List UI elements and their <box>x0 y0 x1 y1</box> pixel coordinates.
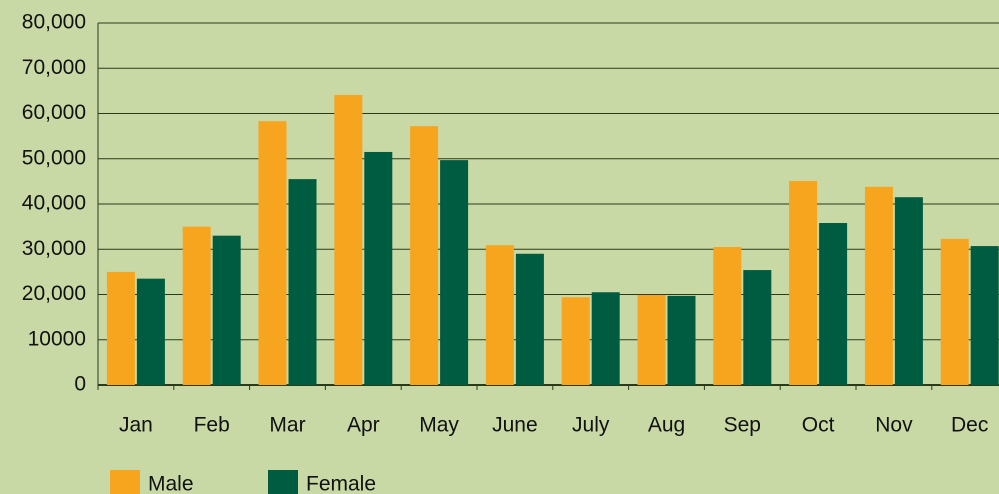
bar <box>440 160 469 385</box>
x-tick-label: Apr <box>347 414 380 437</box>
bar <box>288 179 317 385</box>
y-tick-label: 50,000 <box>22 146 86 169</box>
bar <box>485 245 514 385</box>
y-tick-label: 0 <box>74 373 86 396</box>
x-tick-label: Feb <box>194 414 230 437</box>
legend-label: Male <box>148 473 194 494</box>
legend-label: Female <box>306 473 376 494</box>
x-tick-label: Aug <box>648 414 685 437</box>
legend-swatch <box>110 470 140 494</box>
bar <box>864 186 893 385</box>
bar <box>212 235 241 385</box>
x-tick-label: Sep <box>724 414 761 437</box>
bar <box>364 151 393 385</box>
x-tick-label: July <box>572 414 610 437</box>
y-tick-label: 30,000 <box>22 237 86 260</box>
bar <box>743 270 772 385</box>
x-tick-label: Mar <box>269 414 305 437</box>
bar <box>637 294 666 385</box>
y-tick-label: 80,000 <box>22 11 86 34</box>
bar <box>789 180 818 385</box>
x-tick-label: May <box>419 414 459 437</box>
y-tick-label: 20,000 <box>22 282 86 305</box>
x-tick-label: Nov <box>875 414 913 437</box>
bar <box>591 292 620 385</box>
y-tick-label: 70,000 <box>22 56 86 79</box>
bar <box>940 238 969 385</box>
bar <box>182 226 211 385</box>
x-tick-label: Oct <box>802 414 835 437</box>
bar <box>561 297 590 385</box>
bar <box>515 253 544 385</box>
bar <box>713 246 742 385</box>
bar <box>106 271 135 385</box>
y-tick-label: 60,000 <box>22 101 86 124</box>
legend-swatch <box>268 470 298 494</box>
y-tick-label: 10000 <box>28 327 86 350</box>
x-tick-label: Jan <box>119 414 153 437</box>
bar <box>334 94 363 385</box>
bar <box>970 246 999 385</box>
x-tick-label: June <box>492 414 538 437</box>
y-tick-label: 40,000 <box>22 192 86 215</box>
x-tick-label: Dec <box>951 414 988 437</box>
bar <box>819 223 848 385</box>
bar <box>410 126 439 386</box>
bar <box>894 197 923 385</box>
bar <box>136 278 165 385</box>
bar <box>258 121 287 385</box>
bar <box>667 295 696 385</box>
